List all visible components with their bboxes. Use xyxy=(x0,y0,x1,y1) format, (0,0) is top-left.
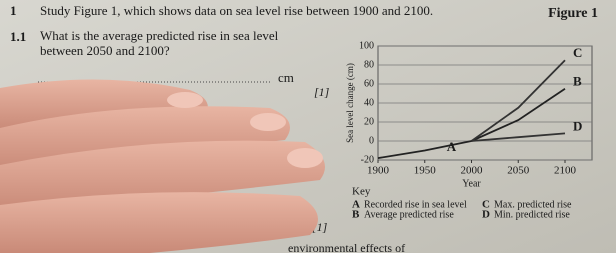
series-letter: C xyxy=(573,45,582,60)
y-axis-label: Sea level change (cm) xyxy=(345,63,355,143)
instruction: Study Figure 1, which shows data on sea … xyxy=(40,3,433,18)
y-tick-label: 0 xyxy=(369,135,374,146)
y-tick-label: -20 xyxy=(361,154,374,165)
key-letter: B xyxy=(352,209,360,221)
y-tick-label: 60 xyxy=(364,78,374,89)
series-letter: B xyxy=(573,74,582,89)
fingernail xyxy=(167,92,203,108)
finger xyxy=(0,192,318,253)
fingernail xyxy=(287,148,323,168)
finger xyxy=(0,140,325,210)
series-line xyxy=(470,59,566,142)
series-letter: D xyxy=(573,118,582,133)
series-line xyxy=(471,88,566,142)
footer-text: environmental effects of xyxy=(288,241,405,253)
key-letter: D xyxy=(482,209,490,221)
y-tick-label: 80 xyxy=(364,59,374,70)
y-tick-label: 100 xyxy=(359,40,374,51)
fingernail xyxy=(250,113,286,131)
y-tick-label: 20 xyxy=(364,116,374,127)
x-tick-label: 1900 xyxy=(367,165,390,177)
x-axis-label: Year xyxy=(462,178,481,189)
figure-label: Figure 1 xyxy=(548,6,598,21)
legend-entry: Min. predicted rise xyxy=(494,209,570,220)
unit: cm xyxy=(278,70,294,85)
series-letter: A xyxy=(447,139,457,154)
hand xyxy=(0,79,325,253)
key-title: Key xyxy=(352,186,371,198)
key-letter: A xyxy=(352,199,360,211)
x-tick-label: 2100 xyxy=(554,165,577,177)
legend-entry: Average predicted rise xyxy=(364,209,454,220)
question-text: What is the average predicted rise in se… xyxy=(40,28,279,58)
y-tick-label: 40 xyxy=(364,97,374,108)
x-tick-label: 2000 xyxy=(461,165,484,177)
legend-entry: Recorded rise in sea level xyxy=(364,199,467,210)
series-line xyxy=(377,140,472,159)
x-tick-label: 1950 xyxy=(414,165,437,177)
question-number: 1 xyxy=(10,3,17,18)
legend-entry: Max. predicted rise xyxy=(494,199,572,210)
marks: [1] xyxy=(314,85,330,99)
series-line xyxy=(471,132,566,142)
x-tick-label: 2050 xyxy=(507,165,530,177)
question-box: What is the average predicted rise in se… xyxy=(40,28,279,58)
key-letter: C xyxy=(482,199,490,211)
sub-number: 1.1 xyxy=(10,29,26,44)
